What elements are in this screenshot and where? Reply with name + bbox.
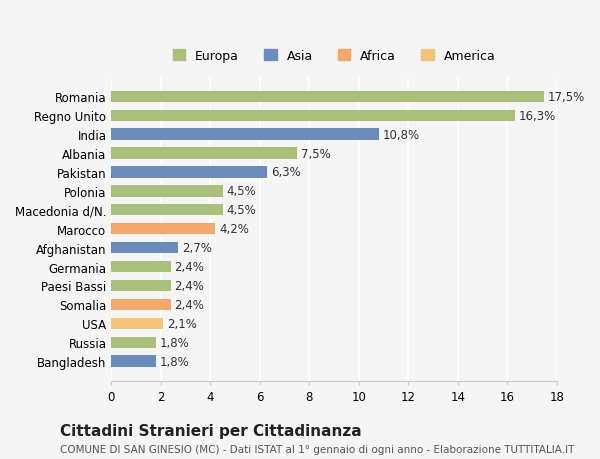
Text: 4,5%: 4,5% bbox=[226, 185, 256, 198]
Bar bbox=[112, 356, 156, 367]
Bar bbox=[112, 224, 215, 235]
Bar bbox=[112, 280, 171, 291]
Text: 2,4%: 2,4% bbox=[175, 280, 205, 292]
Text: 1,8%: 1,8% bbox=[160, 336, 190, 349]
Text: 2,4%: 2,4% bbox=[175, 298, 205, 311]
Text: 6,3%: 6,3% bbox=[271, 166, 301, 179]
Text: 2,4%: 2,4% bbox=[175, 260, 205, 274]
Text: COMUNE DI SAN GINESIO (MC) - Dati ISTAT al 1° gennaio di ogni anno - Elaborazion: COMUNE DI SAN GINESIO (MC) - Dati ISTAT … bbox=[60, 444, 574, 454]
Bar bbox=[112, 337, 156, 348]
Bar bbox=[112, 205, 223, 216]
Bar bbox=[112, 110, 515, 122]
Text: 16,3%: 16,3% bbox=[518, 109, 556, 123]
Bar bbox=[112, 129, 379, 140]
Bar bbox=[112, 186, 223, 197]
Text: 10,8%: 10,8% bbox=[382, 129, 419, 141]
Text: 4,5%: 4,5% bbox=[226, 204, 256, 217]
Bar bbox=[112, 261, 171, 273]
Text: 1,8%: 1,8% bbox=[160, 355, 190, 368]
Bar bbox=[112, 242, 178, 254]
Text: 2,1%: 2,1% bbox=[167, 317, 197, 330]
Text: 4,2%: 4,2% bbox=[219, 223, 249, 235]
Bar bbox=[112, 91, 544, 103]
Text: Cittadini Stranieri per Cittadinanza: Cittadini Stranieri per Cittadinanza bbox=[60, 423, 362, 438]
Bar bbox=[112, 299, 171, 310]
Legend: Europa, Asia, Africa, America: Europa, Asia, Africa, America bbox=[168, 45, 500, 67]
Text: 7,5%: 7,5% bbox=[301, 147, 331, 160]
Bar bbox=[112, 148, 297, 159]
Text: 17,5%: 17,5% bbox=[548, 90, 586, 104]
Bar bbox=[112, 318, 163, 329]
Text: 2,7%: 2,7% bbox=[182, 241, 212, 255]
Bar bbox=[112, 167, 267, 178]
